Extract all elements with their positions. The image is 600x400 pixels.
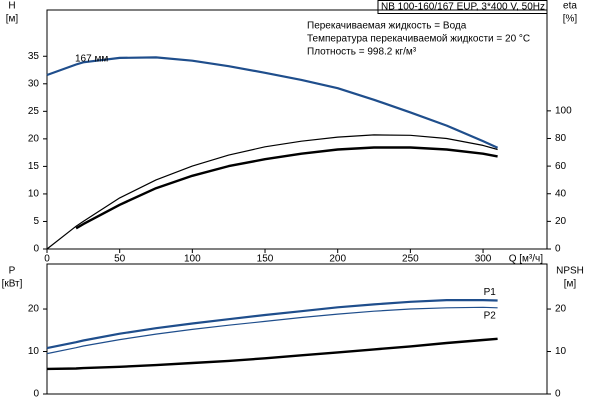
y-tick-label: 10 <box>28 189 40 200</box>
annotation: Перекачиваемая жидкость = Вода <box>307 21 467 32</box>
series-line <box>75 146 498 230</box>
title-box <box>377 0 548 14</box>
legend-label: P2 <box>484 310 497 321</box>
y-tick-label: 35 <box>28 51 40 62</box>
y-tick-label: 20 <box>28 134 40 145</box>
plot-frame <box>46 9 548 250</box>
x-tick-label: 150 <box>257 254 274 265</box>
plot-frame <box>46 263 548 395</box>
y2-tick-label: 100 <box>555 105 572 116</box>
series-line <box>46 337 498 371</box>
y-tick-label: 0 <box>33 389 39 400</box>
legend-label: P1 <box>484 287 497 298</box>
y2-axis-unit: [%] <box>563 14 578 25</box>
y-axis-label: H <box>8 1 15 12</box>
y-tick-label: 0 <box>33 244 39 255</box>
y-tick-label: 15 <box>28 161 40 172</box>
y-tick-label: 10 <box>28 346 40 357</box>
y2-tick-label: 0 <box>555 389 561 400</box>
chart-title: NB 100-160/167 EUP, 3*400 V, 50Hz <box>381 2 545 13</box>
x-tick-label: 300 <box>475 254 492 265</box>
series-line <box>46 134 498 250</box>
x-tick-label: 250 <box>402 254 419 265</box>
y-tick-label: 5 <box>33 216 39 227</box>
y-axis-label: P <box>9 266 16 277</box>
series-line <box>46 56 499 149</box>
y2-tick-label: 80 <box>555 133 567 144</box>
curve-label: 167 мм <box>75 54 108 65</box>
y2-tick-label: 20 <box>555 304 567 315</box>
y-tick-label: 20 <box>28 304 40 315</box>
annotation: Температура перекачиваемой жидкости = 20… <box>307 34 530 45</box>
y2-axis-label: eta <box>563 1 577 12</box>
x-tick-label: 200 <box>329 254 346 265</box>
series-line <box>46 306 498 355</box>
y2-axis-label: NPSH <box>556 266 584 277</box>
y2-tick-label: 40 <box>555 188 567 199</box>
y-axis-unit: [кВт] <box>2 279 23 290</box>
x-tick-label: 100 <box>184 254 201 265</box>
x-tick-label: 0 <box>44 254 50 265</box>
y-tick-label: 30 <box>28 78 40 89</box>
y-tick-label: 25 <box>28 106 40 117</box>
series-line <box>46 299 498 350</box>
y2-axis-unit: [м] <box>564 279 577 290</box>
y2-tick-label: 10 <box>555 346 567 357</box>
y-axis-unit: [м] <box>6 14 19 25</box>
annotation: Плотность = 998.2 кг/м³ <box>307 47 417 58</box>
y2-tick-label: 20 <box>555 216 567 227</box>
x-axis-label: Q [м³/ч] <box>509 254 544 265</box>
x-tick-label: 50 <box>114 254 126 265</box>
y2-tick-label: 0 <box>555 244 561 255</box>
y2-tick-label: 60 <box>555 161 567 172</box>
